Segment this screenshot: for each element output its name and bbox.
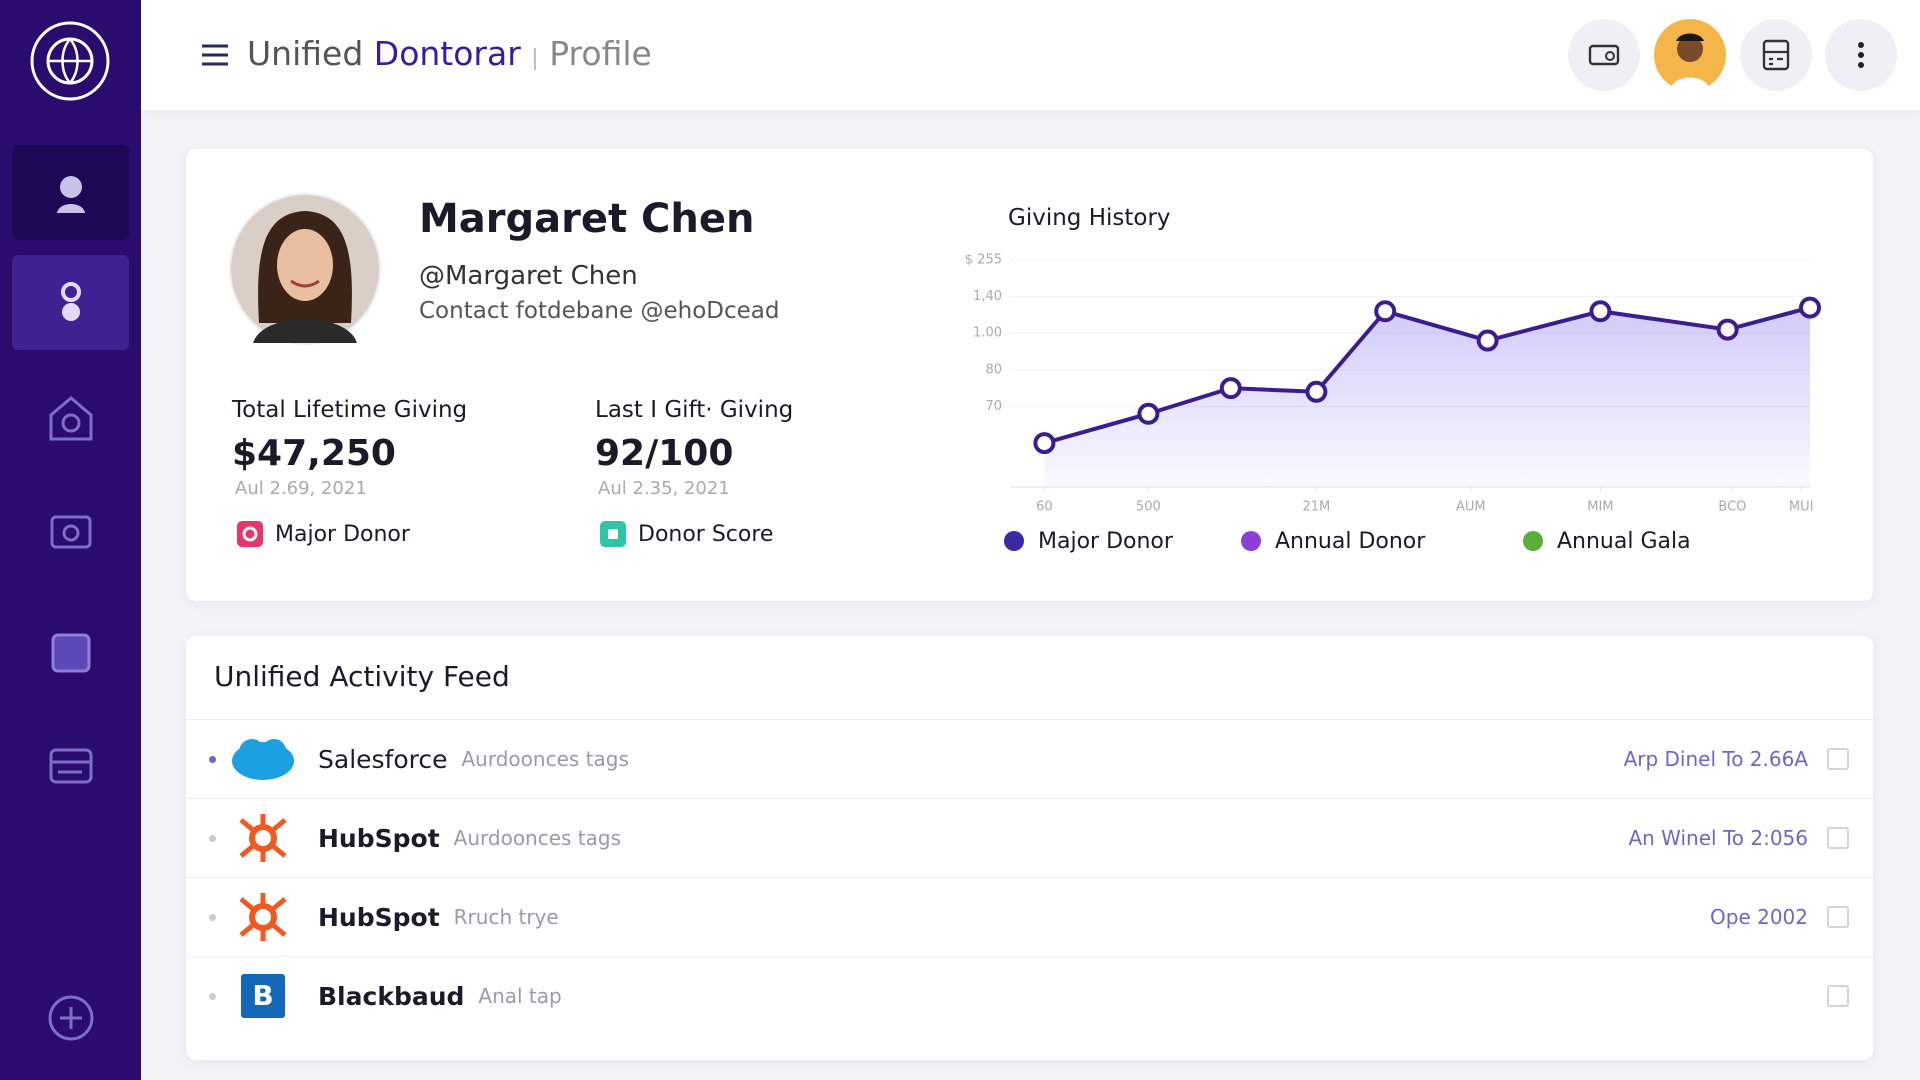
chart-title: Giving History: [1008, 205, 1171, 231]
point: [1716, 318, 1739, 341]
source-detail: Aurdoonces tags: [453, 826, 622, 850]
source-logo: B: [228, 974, 298, 1018]
stat-label: Last I Gift· Giving: [595, 397, 794, 423]
activity-feed: [186, 636, 1873, 1060]
nav-item[interactable]: [12, 717, 129, 812]
x-tick-label: 500: [1136, 500, 1161, 515]
tag-icon: [1004, 531, 1024, 551]
stat: Total Lifetime Giving $47,250 Aul 2.69, …: [232, 397, 467, 547]
tag-label: Donor Score: [638, 521, 774, 547]
nav-item[interactable]: [12, 145, 129, 240]
tag-icon: [1241, 531, 1261, 551]
source-name: HubSpot: [318, 823, 440, 853]
y-tick-label: 80: [985, 362, 1002, 377]
more-button[interactable]: [1825, 19, 1897, 91]
separator: |: [531, 46, 539, 71]
app-title: Unified Dontorar | Profile: [247, 34, 652, 73]
feed-row[interactable]: B Blackbaud Anal tap: [186, 956, 1873, 1035]
point: [1219, 377, 1242, 400]
stat-date: Aul 2.35, 2021: [598, 478, 730, 499]
header: Unified Dontorar | Profile: [141, 0, 1920, 110]
nav-item[interactable]: [12, 605, 129, 700]
source-logo: [228, 889, 298, 945]
bullet: [209, 992, 216, 1000]
chart-tag: Major Donor: [1038, 529, 1174, 554]
user-avatar[interactable]: [1654, 19, 1726, 91]
source-detail: Anal tap: [478, 984, 562, 1008]
stat-value: $47,250: [232, 433, 396, 474]
source-name: Blackbaud: [318, 981, 465, 1011]
chart-tag: Annual Donor: [1275, 529, 1426, 554]
source-detail: Rruch trye: [453, 905, 559, 929]
point: [1589, 300, 1612, 323]
profile-photo: [229, 193, 381, 345]
x-tick-label: AUM: [1456, 500, 1486, 515]
source-name: HubSpot: [318, 902, 440, 932]
x-tick-label: BCO: [1718, 500, 1746, 515]
row-icon: [1827, 827, 1849, 849]
x-tick-label: MIM: [1587, 500, 1613, 515]
y-tick-label: 1,40: [973, 289, 1002, 304]
row-meta: Arp Dinel To 2.66A: [1623, 747, 1808, 771]
row-icon: [1827, 748, 1849, 770]
calc-button[interactable]: [1740, 19, 1812, 91]
menu-button[interactable]: [201, 44, 229, 66]
row-meta: An Winel To 2:056: [1628, 826, 1808, 850]
y-tick-label: 1.00: [973, 326, 1002, 341]
row-icon: [1827, 985, 1849, 1007]
point: [1137, 402, 1160, 425]
feed-row[interactable]: Salesforce Aurdoonces tags Arp Dinel To 2.…: [186, 719, 1873, 798]
stat-date: Aul 2.69, 2021: [235, 478, 367, 499]
sidebar: [0, 0, 141, 1080]
giving-chart: 70 80 1.00 1,40 $ 255 60 500 21M AUM MIM BCO MUI Maj…: [965, 253, 1821, 554]
svg-text:B: B: [252, 979, 273, 1012]
title-prefix: Unified: [247, 34, 364, 73]
stat: Last I Gift· Giving 92/100 Aul 2.35, 202…: [595, 397, 793, 547]
point: [1374, 300, 1397, 323]
stat-value: 92/100: [595, 433, 734, 474]
source-logo: [228, 736, 298, 782]
point: [1476, 329, 1499, 352]
tag-label: Major Donor: [275, 521, 410, 547]
bullet: [209, 755, 216, 763]
point: [1305, 380, 1328, 403]
chart-tag: Annual Gala: [1557, 529, 1691, 554]
area: [1044, 307, 1810, 487]
x-tick-label: 21M: [1303, 500, 1331, 515]
title-brand: Dontorar: [373, 34, 521, 73]
source-logo: [228, 810, 298, 866]
y-tick-label: 70: [985, 399, 1002, 414]
title-suffix: Profile: [549, 34, 652, 73]
x-tick-label: MUI: [1789, 500, 1814, 515]
feed-row[interactable]: HubSpot Aurdoonces tags An Winel To 2:056: [186, 798, 1873, 877]
feed-row[interactable]: HubSpot Rruch trye Ope 2002: [186, 877, 1873, 956]
tag-icon: [1523, 531, 1543, 551]
stat-tag: Donor Score: [600, 521, 793, 547]
donor-name: Margaret Chen: [419, 196, 755, 242]
stat-tag: Major Donor: [237, 521, 467, 547]
source-name: Salesforce: [318, 744, 448, 774]
logo: [30, 21, 110, 101]
feed-title: Unlified Activity Feed: [214, 660, 510, 693]
donor-handle: @Margaret Chen: [419, 261, 638, 291]
row-meta: Ope 2002: [1710, 905, 1808, 929]
x-tick-label: 60: [1036, 500, 1053, 515]
nav-add[interactable]: [12, 970, 129, 1065]
bullet: [209, 913, 216, 921]
nav-item[interactable]: [12, 370, 129, 465]
donor-contact: Contact fotdebane @ehoDcead: [419, 298, 780, 324]
bullet: [209, 834, 216, 842]
y-tick-label: $ 255: [965, 253, 1002, 268]
nav-item[interactable]: [12, 480, 129, 575]
source-detail: Aurdoonces tags: [461, 747, 629, 771]
wallet-button[interactable]: [1568, 19, 1640, 91]
nav-item[interactable]: [12, 255, 129, 350]
point: [1799, 296, 1821, 319]
stat-label: Total Lifetime Giving: [232, 397, 468, 423]
row-icon: [1827, 906, 1849, 928]
point: [1033, 432, 1056, 455]
